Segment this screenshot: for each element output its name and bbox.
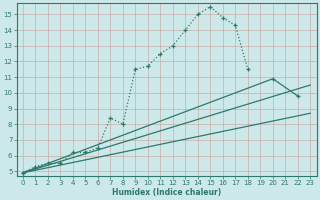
X-axis label: Humidex (Indice chaleur): Humidex (Indice chaleur) xyxy=(112,188,221,197)
